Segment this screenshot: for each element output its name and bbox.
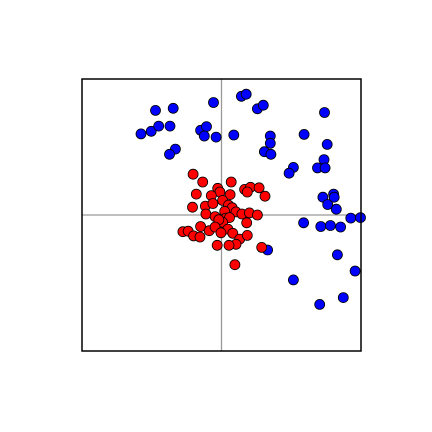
scatter-point-series-1-10 xyxy=(145,125,157,137)
scatter-point-series-1-1 xyxy=(150,105,161,116)
scatter-point-series-2-45 xyxy=(223,239,235,251)
scatter-point-series-1-16 xyxy=(210,131,222,143)
scatter-point-series-1-46 xyxy=(337,292,349,304)
scatter-point-series-1-47 xyxy=(314,298,326,310)
scatter-point-series-2-39 xyxy=(194,231,206,243)
scatter-point-series-1-25 xyxy=(164,148,175,160)
scatter-point-series-1-3 xyxy=(208,97,219,108)
scatter-point-series-2-11 xyxy=(224,189,236,201)
scatter-point-series-2-32 xyxy=(195,221,207,232)
scatter-point-series-1-30 xyxy=(283,167,295,179)
scatter-point-series-1-34 xyxy=(328,191,340,203)
scatter-point-series-1-23 xyxy=(321,138,333,150)
scatter-point-series-1-36 xyxy=(298,217,310,229)
plot-frame xyxy=(81,78,362,352)
scatter-point-series-2-25 xyxy=(200,208,212,220)
scatter-point-series-2-2 xyxy=(197,176,209,188)
scatter-point-series-1-5 xyxy=(240,88,252,100)
scatter-point-series-2-41 xyxy=(227,227,239,239)
scatter-point-series-2-13 xyxy=(259,190,271,202)
scatter-point-series-1-8 xyxy=(319,107,330,118)
scatter-point-series-1-14 xyxy=(201,121,212,132)
scatter-point-series-1-45 xyxy=(287,274,299,286)
scatter-point-series-2-29 xyxy=(241,217,253,229)
scatter-point-series-1-40 xyxy=(345,212,357,224)
scatter-point-series-2-3 xyxy=(225,176,237,188)
scatter-point-series-1-11 xyxy=(153,120,165,132)
scatter-point-series-1-9 xyxy=(135,128,147,140)
scatter-point-series-1-44 xyxy=(349,265,361,277)
scatter-point-series-2-14 xyxy=(187,201,198,213)
scatter-point-series-1-35 xyxy=(330,203,342,215)
scatter-point-series-2-1 xyxy=(187,168,199,180)
scatter-point-series-1-28 xyxy=(319,162,331,174)
scatter-point-series-1-19 xyxy=(264,137,276,149)
scatter-point-series-1-21 xyxy=(265,148,277,160)
scatter-point-series-2-23 xyxy=(251,209,263,221)
scatter-point-series-2-40 xyxy=(215,227,227,239)
scatter-point-series-1-12 xyxy=(164,120,176,132)
scatter-point-series-1-22 xyxy=(298,128,310,140)
scatter-point-series-2-48 xyxy=(229,259,241,271)
scatter-point-series-1-7 xyxy=(257,99,269,111)
scatter-point-series-1-2 xyxy=(167,102,179,114)
scatter-point-series-1-15 xyxy=(198,130,210,142)
scatter-point-series-1-37 xyxy=(315,221,327,232)
scatter-point-series-2-47 xyxy=(256,241,268,253)
scatter-point-series-1-17 xyxy=(228,129,240,141)
scatter-point-series-2-8 xyxy=(190,188,202,200)
scatter-point-series-1-38 xyxy=(324,220,336,231)
scatter-point-series-2-12 xyxy=(241,186,253,198)
scatter-point-series-1-39 xyxy=(335,221,347,233)
scatter-point-series-2-46 xyxy=(211,239,223,251)
scatter-point-series-2-7 xyxy=(253,182,265,194)
scatter-point-series-2-16 xyxy=(207,198,219,209)
data-points xyxy=(135,88,366,310)
scatter-point-series-1-32 xyxy=(322,199,334,210)
scatter-point-series-2-43 xyxy=(241,229,253,241)
scatter-point-series-1-43 xyxy=(331,249,343,261)
